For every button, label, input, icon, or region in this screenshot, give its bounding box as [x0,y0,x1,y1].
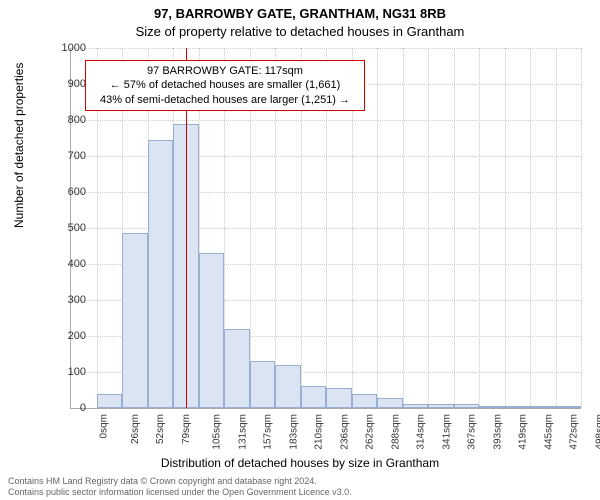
histogram-bar [97,394,123,408]
histogram-bar [148,140,174,408]
histogram-bar [352,394,378,408]
grid-line-v [581,48,582,408]
y-tick: 200 [46,330,86,342]
y-tick: 900 [46,78,86,90]
grid-line-v [505,48,506,408]
grid-line-v [530,48,531,408]
grid-line-v [556,48,557,408]
y-axis-label: Number of detached properties [12,63,26,228]
histogram-bar [275,365,301,408]
x-tick: 472sqm [569,414,580,450]
histogram-bar [250,361,276,408]
y-tick: 1000 [46,42,86,54]
x-tick: 157sqm [263,414,274,450]
histogram-bar [454,404,480,408]
grid-line-v [454,48,455,408]
histogram-bar [479,406,505,408]
x-tick: 419sqm [518,414,529,450]
y-tick: 700 [46,150,86,162]
x-tick: 210sqm [314,414,325,450]
annotation-box: 97 BARROWBY GATE: 117sqm ← 57% of detach… [85,60,365,111]
grid-line-v [377,48,378,408]
y-tick: 600 [46,186,86,198]
y-tick: 500 [46,222,86,234]
histogram-bar [122,233,148,408]
x-tick: 341sqm [441,414,452,450]
x-tick: 79sqm [181,414,192,444]
x-axis-label: Distribution of detached houses by size … [0,456,600,470]
x-tick: 367sqm [467,414,478,450]
x-tick: 236sqm [339,414,350,450]
grid-line-v [479,48,480,408]
y-tick: 100 [46,366,86,378]
x-tick: 131sqm [237,414,248,450]
x-tick: 498sqm [594,414,600,450]
annotation-line2: ← 57% of detached houses are smaller (1,… [92,78,358,92]
histogram-bar [326,388,352,408]
histogram-bar [199,253,225,408]
x-tick: 26sqm [130,414,141,444]
title-sub: Size of property relative to detached ho… [0,24,600,39]
x-tick: 393sqm [492,414,503,450]
histogram-bar [224,329,250,408]
footer-line2: Contains public sector information licen… [8,487,352,498]
y-tick: 800 [46,114,86,126]
y-tick: 300 [46,294,86,306]
histogram-bar [301,386,327,408]
annotation-line1: 97 BARROWBY GATE: 117sqm [92,64,358,78]
annotation-line3: 43% of semi-detached houses are larger (… [92,93,358,107]
histogram-bar [403,404,429,408]
x-tick: 105sqm [212,414,223,450]
y-tick: 0 [46,402,86,414]
histogram-bar [556,406,582,408]
footer-line1: Contains HM Land Registry data © Crown c… [8,476,352,487]
grid-line-v [403,48,404,408]
histogram-bar [505,406,531,408]
x-tick: 183sqm [288,414,299,450]
title-main: 97, BARROWBY GATE, GRANTHAM, NG31 8RB [0,6,600,21]
grid-line-v [428,48,429,408]
x-tick: 314sqm [416,414,427,450]
histogram-bar [377,398,403,408]
x-tick: 52sqm [155,414,166,444]
x-tick: 288sqm [390,414,401,450]
x-tick: 445sqm [543,414,554,450]
x-tick: 0sqm [98,414,109,438]
y-tick: 400 [46,258,86,270]
footer-attribution: Contains HM Land Registry data © Crown c… [8,476,352,498]
histogram-bar [428,404,454,408]
histogram-bar [530,406,556,408]
x-tick: 262sqm [365,414,376,450]
